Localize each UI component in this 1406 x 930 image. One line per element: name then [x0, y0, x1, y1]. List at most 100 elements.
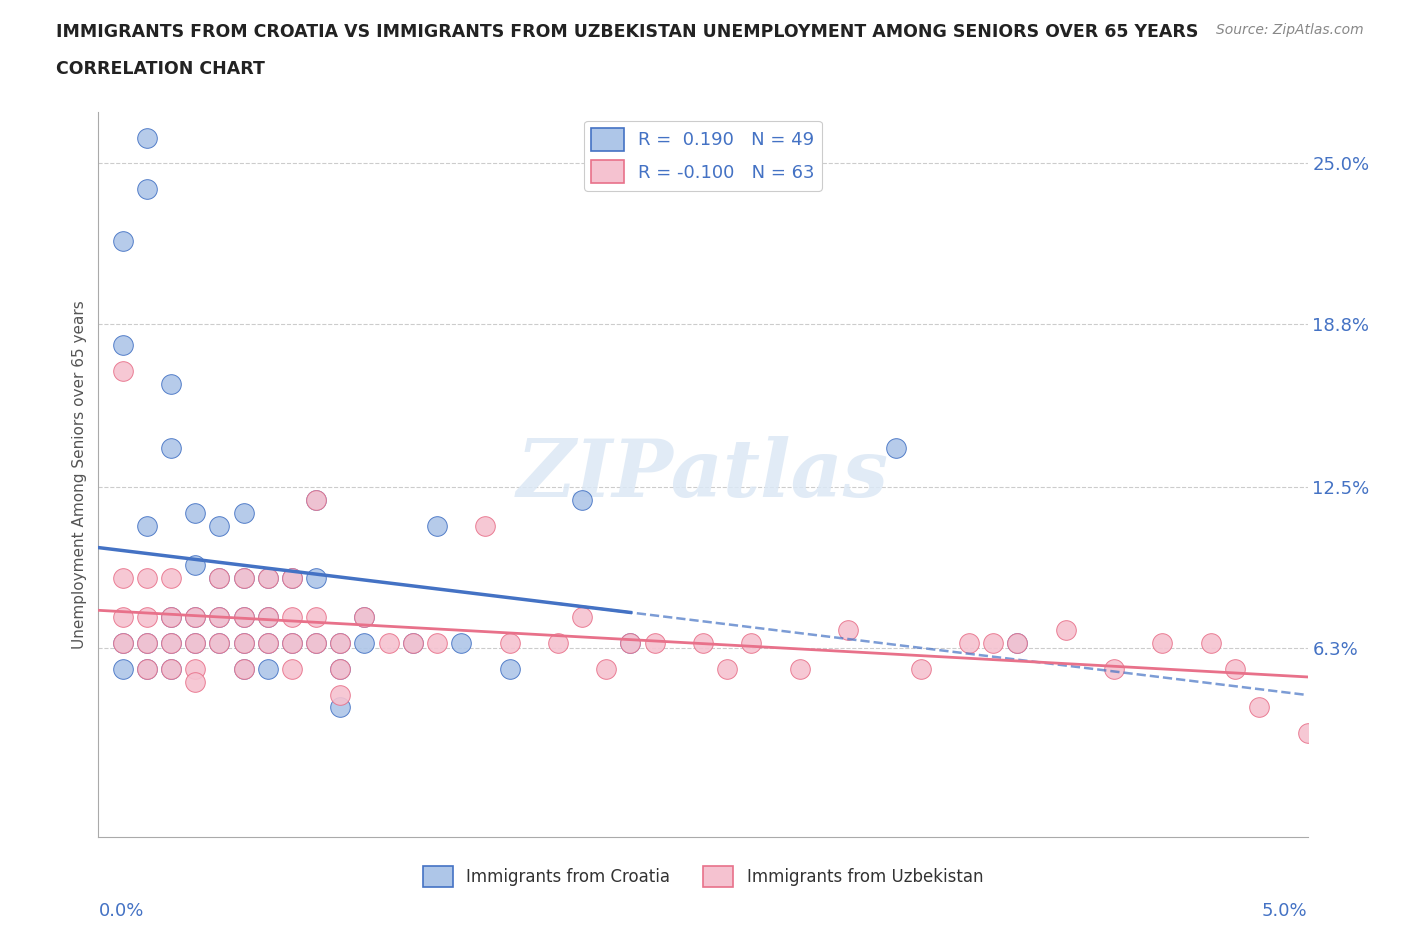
Point [232, 635, 254, 650]
Legend: Immigrants from Croatia, Immigrants from Uzbekistan: Immigrants from Croatia, Immigrants from… [416, 859, 990, 894]
Point [619, 635, 641, 650]
Point [1054, 622, 1077, 637]
Text: IMMIGRANTS FROM CROATIA VS IMMIGRANTS FROM UZBEKISTAN UNEMPLOYMENT AMONG SENIORS: IMMIGRANTS FROM CROATIA VS IMMIGRANTS FR… [56, 23, 1198, 41]
Point [426, 519, 449, 534]
Point [329, 661, 352, 676]
Point [692, 635, 714, 650]
Point [184, 635, 207, 650]
Point [377, 635, 399, 650]
Point [1199, 635, 1222, 650]
Point [981, 635, 1004, 650]
Point [184, 506, 207, 521]
Point [329, 700, 352, 715]
Point [111, 364, 134, 379]
Point [160, 661, 183, 676]
Point [256, 635, 278, 650]
Point [789, 661, 811, 676]
Point [498, 635, 520, 650]
Point [450, 635, 472, 650]
Point [1296, 726, 1319, 741]
Point [111, 635, 134, 650]
Point [232, 635, 254, 650]
Point [305, 493, 328, 508]
Point [256, 570, 278, 585]
Point [402, 635, 425, 650]
Point [740, 635, 762, 650]
Point [256, 635, 278, 650]
Y-axis label: Unemployment Among Seniors over 65 years: Unemployment Among Seniors over 65 years [72, 300, 87, 649]
Point [498, 661, 520, 676]
Point [184, 558, 207, 573]
Point [160, 609, 183, 624]
Point [1152, 635, 1174, 650]
Point [135, 130, 157, 145]
Point [353, 635, 375, 650]
Point [232, 609, 254, 624]
Point [232, 609, 254, 624]
Point [232, 661, 254, 676]
Point [184, 609, 207, 624]
Point [135, 570, 157, 585]
Point [135, 635, 157, 650]
Point [1007, 635, 1029, 650]
Point [619, 635, 641, 650]
Point [256, 609, 278, 624]
Point [281, 635, 304, 650]
Point [547, 635, 569, 650]
Point [232, 570, 254, 585]
Point [111, 233, 134, 248]
Point [135, 519, 157, 534]
Text: Source: ZipAtlas.com: Source: ZipAtlas.com [1216, 23, 1364, 37]
Point [208, 570, 231, 585]
Point [208, 609, 231, 624]
Point [281, 661, 304, 676]
Point [135, 609, 157, 624]
Point [353, 609, 375, 624]
Point [184, 609, 207, 624]
Point [111, 661, 134, 676]
Text: CORRELATION CHART: CORRELATION CHART [56, 60, 266, 78]
Point [208, 609, 231, 624]
Point [160, 635, 183, 650]
Point [1102, 661, 1125, 676]
Point [160, 570, 183, 585]
Point [571, 609, 593, 624]
Point [281, 609, 304, 624]
Point [184, 661, 207, 676]
Point [329, 635, 352, 650]
Point [281, 570, 304, 585]
Point [886, 441, 908, 456]
Point [256, 661, 278, 676]
Point [208, 635, 231, 650]
Point [716, 661, 738, 676]
Point [474, 519, 496, 534]
Point [837, 622, 859, 637]
Point [160, 609, 183, 624]
Point [305, 609, 328, 624]
Point [208, 519, 231, 534]
Point [256, 609, 278, 624]
Point [281, 570, 304, 585]
Point [256, 570, 278, 585]
Point [111, 609, 134, 624]
Point [111, 338, 134, 352]
Point [1007, 635, 1029, 650]
Point [910, 661, 932, 676]
Point [571, 493, 593, 508]
Point [184, 635, 207, 650]
Point [329, 635, 352, 650]
Point [305, 635, 328, 650]
Point [208, 635, 231, 650]
Point [305, 635, 328, 650]
Point [135, 661, 157, 676]
Point [281, 635, 304, 650]
Point [208, 570, 231, 585]
Point [111, 635, 134, 650]
Point [232, 506, 254, 521]
Point [329, 687, 352, 702]
Text: 5.0%: 5.0% [1263, 902, 1308, 920]
Point [135, 661, 157, 676]
Text: ZIPatlas: ZIPatlas [517, 435, 889, 513]
Point [160, 441, 183, 456]
Point [402, 635, 425, 650]
